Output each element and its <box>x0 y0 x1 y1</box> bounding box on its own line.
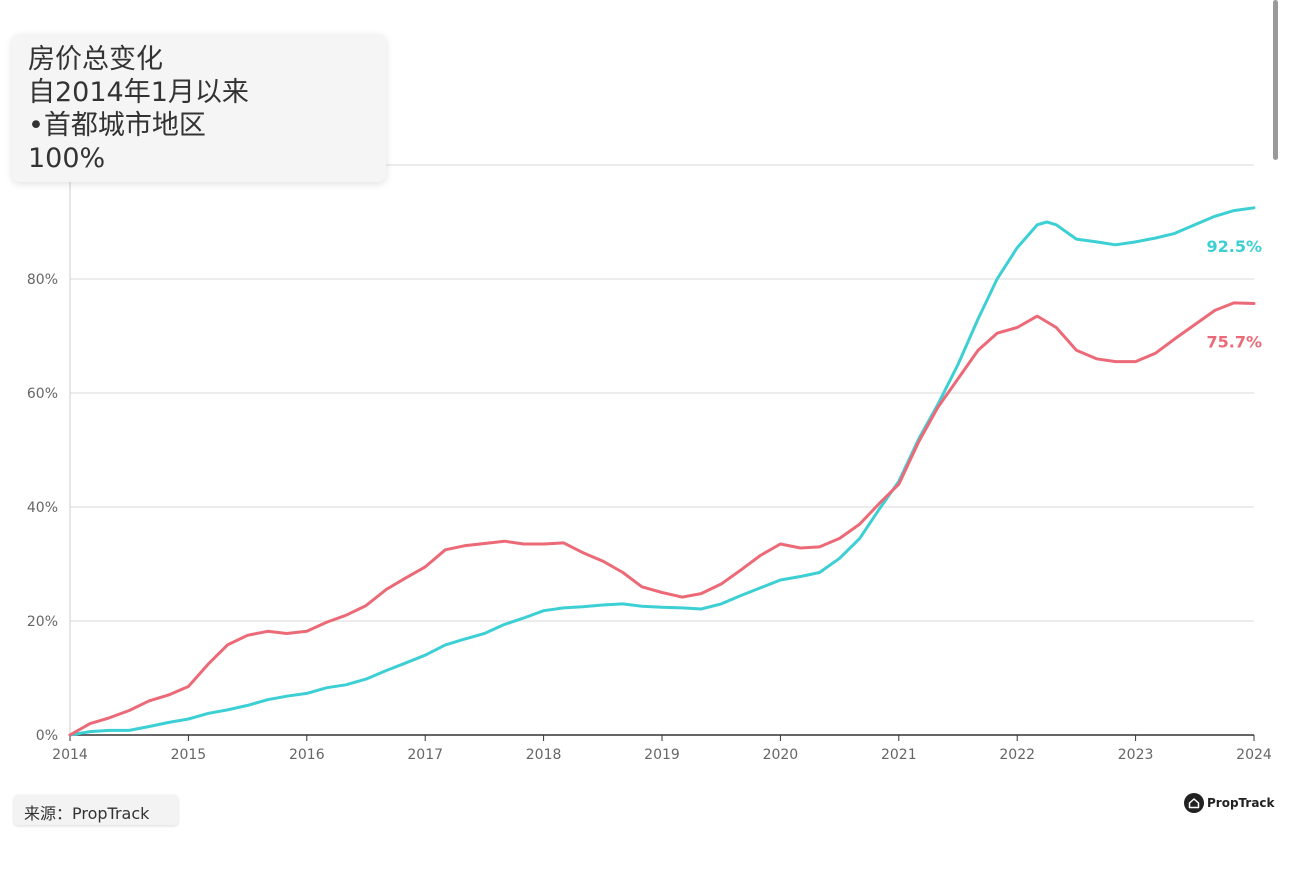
brand-name: PropTrack <box>1207 796 1275 810</box>
brand-logo: PropTrack <box>1184 793 1275 813</box>
x-tick-label: 2022 <box>999 747 1035 763</box>
x-tick-label: 2018 <box>526 747 562 763</box>
title-box: 房价总变化 自2014年1月以来 •首都城市地区 100% <box>12 34 386 182</box>
x-tick-labels: 2014 2015 2016 2017 2018 2019 2020 2021 2022 2023… <box>52 735 1272 763</box>
house-icon <box>1184 793 1204 813</box>
y-tick-label: 80% <box>27 272 58 288</box>
source-text: 来源：PropTrack <box>24 804 150 823</box>
y-tick-label: 20% <box>27 614 58 630</box>
x-tick-label: 2014 <box>52 747 88 763</box>
series-end-label-1: 75.7% <box>1206 333 1262 352</box>
chart-title: 房价总变化 <box>28 44 163 75</box>
series-line-1 <box>68 301 1256 737</box>
x-tick-label: 2017 <box>407 747 443 763</box>
series-line-0 <box>68 206 1256 737</box>
x-tick-label: 2023 <box>1118 747 1154 763</box>
y-tick-label: 60% <box>27 386 58 402</box>
scrollbar[interactable] <box>1270 0 1282 160</box>
scrollbar-thumb[interactable] <box>1273 0 1278 160</box>
x-tick-label: 2019 <box>644 747 680 763</box>
x-tick-label: 2015 <box>171 747 207 763</box>
end-labels: 92.5% 75.7% <box>1206 237 1262 352</box>
y-tick-label: 40% <box>27 500 58 516</box>
x-tick-label: 2020 <box>763 747 799 763</box>
series-name-label: •首都城市地区 <box>28 110 206 141</box>
x-tick-label: 2021 <box>881 747 917 763</box>
y-tick-label: 0% <box>36 728 58 744</box>
chart-subtitle: 自2014年1月以来 <box>28 77 249 108</box>
x-tick-label: 2016 <box>289 747 325 763</box>
x-tick-label: 2024 <box>1236 747 1272 763</box>
y-tick-labels: 0% 20% 40% 60% 80% <box>27 272 58 744</box>
series-lines <box>68 206 1256 737</box>
series-end-label-0: 92.5% <box>1206 237 1262 256</box>
axes <box>69 165 1254 736</box>
grid-lines <box>70 164 1254 622</box>
source-badge: 来源：PropTrack <box>14 795 178 825</box>
series-value-label: 100% <box>28 143 106 174</box>
